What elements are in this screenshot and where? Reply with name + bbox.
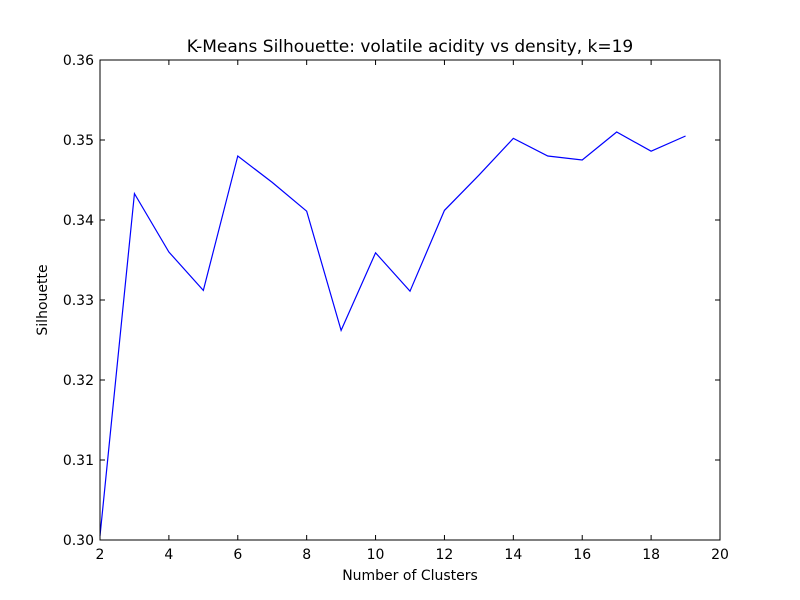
y-axis-label: Silhouette	[35, 264, 51, 335]
y-tick-label: 0.34	[63, 213, 94, 229]
y-tick-label: 0.33	[63, 293, 94, 309]
x-tick-label: 2	[96, 547, 105, 563]
x-tick-label: 6	[233, 547, 242, 563]
x-tick-label: 12	[436, 547, 454, 563]
x-tick-label: 8	[302, 547, 311, 563]
x-axis-label: Number of Clusters	[342, 568, 478, 584]
x-tick-label: 10	[367, 547, 385, 563]
x-tick-label: 4	[164, 547, 173, 563]
y-tick-label: 0.30	[63, 533, 94, 549]
y-tick-label: 0.35	[63, 133, 94, 149]
y-tick-label: 0.32	[63, 373, 94, 389]
y-tick-label: 0.31	[63, 453, 94, 469]
x-tick-label: 20	[711, 547, 729, 563]
y-axis-ticks: 0.30 0.31 0.32 0.33 0.34 0.35 0.36	[63, 53, 720, 549]
y-tick-label: 0.36	[63, 53, 94, 69]
plot-frame	[99, 59, 721, 541]
x-tick-label: 18	[642, 547, 660, 563]
x-axis-ticks: 2 4 6 8 10 12 14 16 18 20	[96, 60, 729, 563]
x-tick-label: 14	[504, 547, 522, 563]
silhouette-series-line	[99, 131, 686, 537]
x-tick-label: 16	[573, 547, 591, 563]
chart-title: K-Means Silhouette: volatile acidity vs …	[187, 37, 634, 57]
